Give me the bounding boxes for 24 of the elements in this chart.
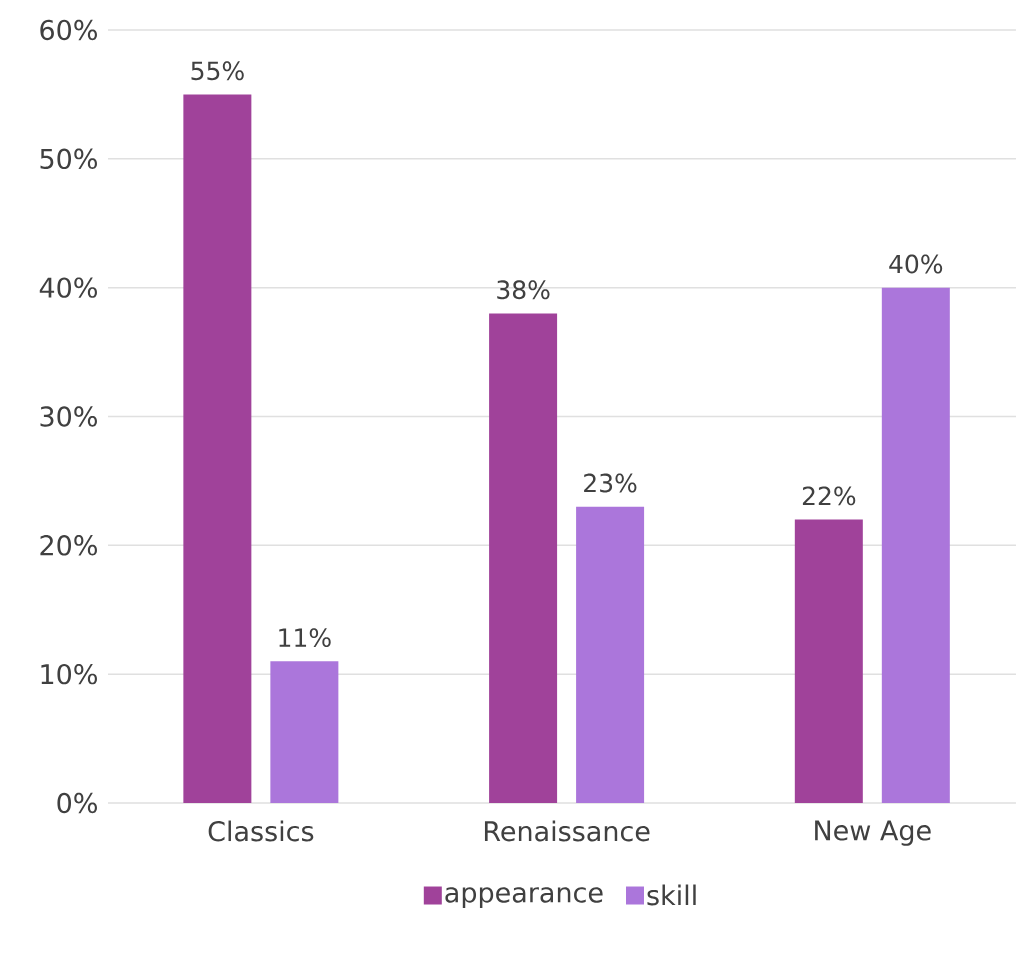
data-label: 55% <box>191 61 244 81</box>
x-tick-label: Classics <box>208 820 314 842</box>
y-tick-label: 30% <box>40 406 97 427</box>
y-tick-label: 0% <box>57 792 97 814</box>
legend-label: skill <box>647 884 696 906</box>
data-label: 22% <box>802 486 856 506</box>
data-label: 38% <box>497 280 550 300</box>
y-tick-label: 20% <box>40 535 97 556</box>
data-label: 11% <box>279 628 331 648</box>
x-tick-label: New Age <box>815 820 931 846</box>
bar <box>576 506 645 803</box>
bar <box>881 287 950 803</box>
y-tick-label: 60% <box>40 19 97 41</box>
legend-label: appearance <box>445 887 603 908</box>
x-tick-label: Renaissance <box>484 820 650 842</box>
bar <box>489 313 558 803</box>
data-label: 23% <box>584 473 637 493</box>
y-tick-label: 40% <box>39 277 97 298</box>
bar <box>183 94 252 803</box>
data-label: 40% <box>889 254 943 274</box>
bar <box>270 661 339 803</box>
y-tick-label: 10% <box>41 663 97 685</box>
y-tick-label: 50% <box>40 148 97 170</box>
bar <box>794 519 863 803</box>
